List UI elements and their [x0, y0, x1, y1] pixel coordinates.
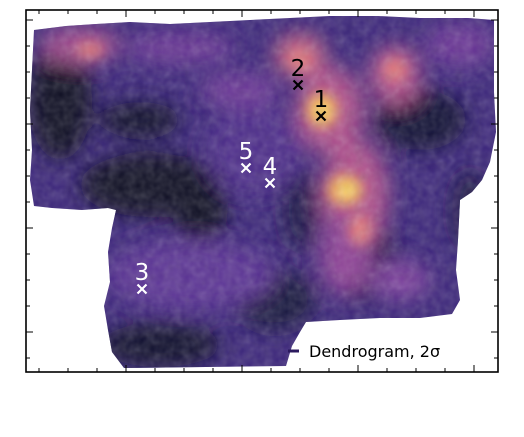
x-marker-icon [136, 283, 148, 295]
marker-label: 1 [314, 87, 329, 113]
x-marker-icon [292, 79, 304, 91]
x-marker-icon [264, 177, 276, 189]
marker-4: 4 [263, 154, 278, 189]
marker-2: 2 [291, 56, 306, 91]
source-markers: 12 3 45 [135, 56, 329, 295]
axis-ticks [26, 10, 498, 372]
legend-label: Dendrogram, 2σ [309, 342, 440, 361]
x-marker-icon [240, 162, 252, 174]
marker-label: 3 [135, 260, 150, 286]
legend: Dendrogram, 2σ [288, 342, 440, 361]
marker-3: 3 [135, 260, 150, 295]
marker-label: 5 [239, 139, 254, 165]
marker-1: 1 [314, 87, 329, 122]
marker-5: 5 [239, 139, 254, 174]
marker-label: 4 [263, 154, 278, 180]
x-marker-icon [315, 110, 327, 122]
intensity-map [30, 16, 496, 368]
marker-label: 2 [291, 56, 306, 82]
